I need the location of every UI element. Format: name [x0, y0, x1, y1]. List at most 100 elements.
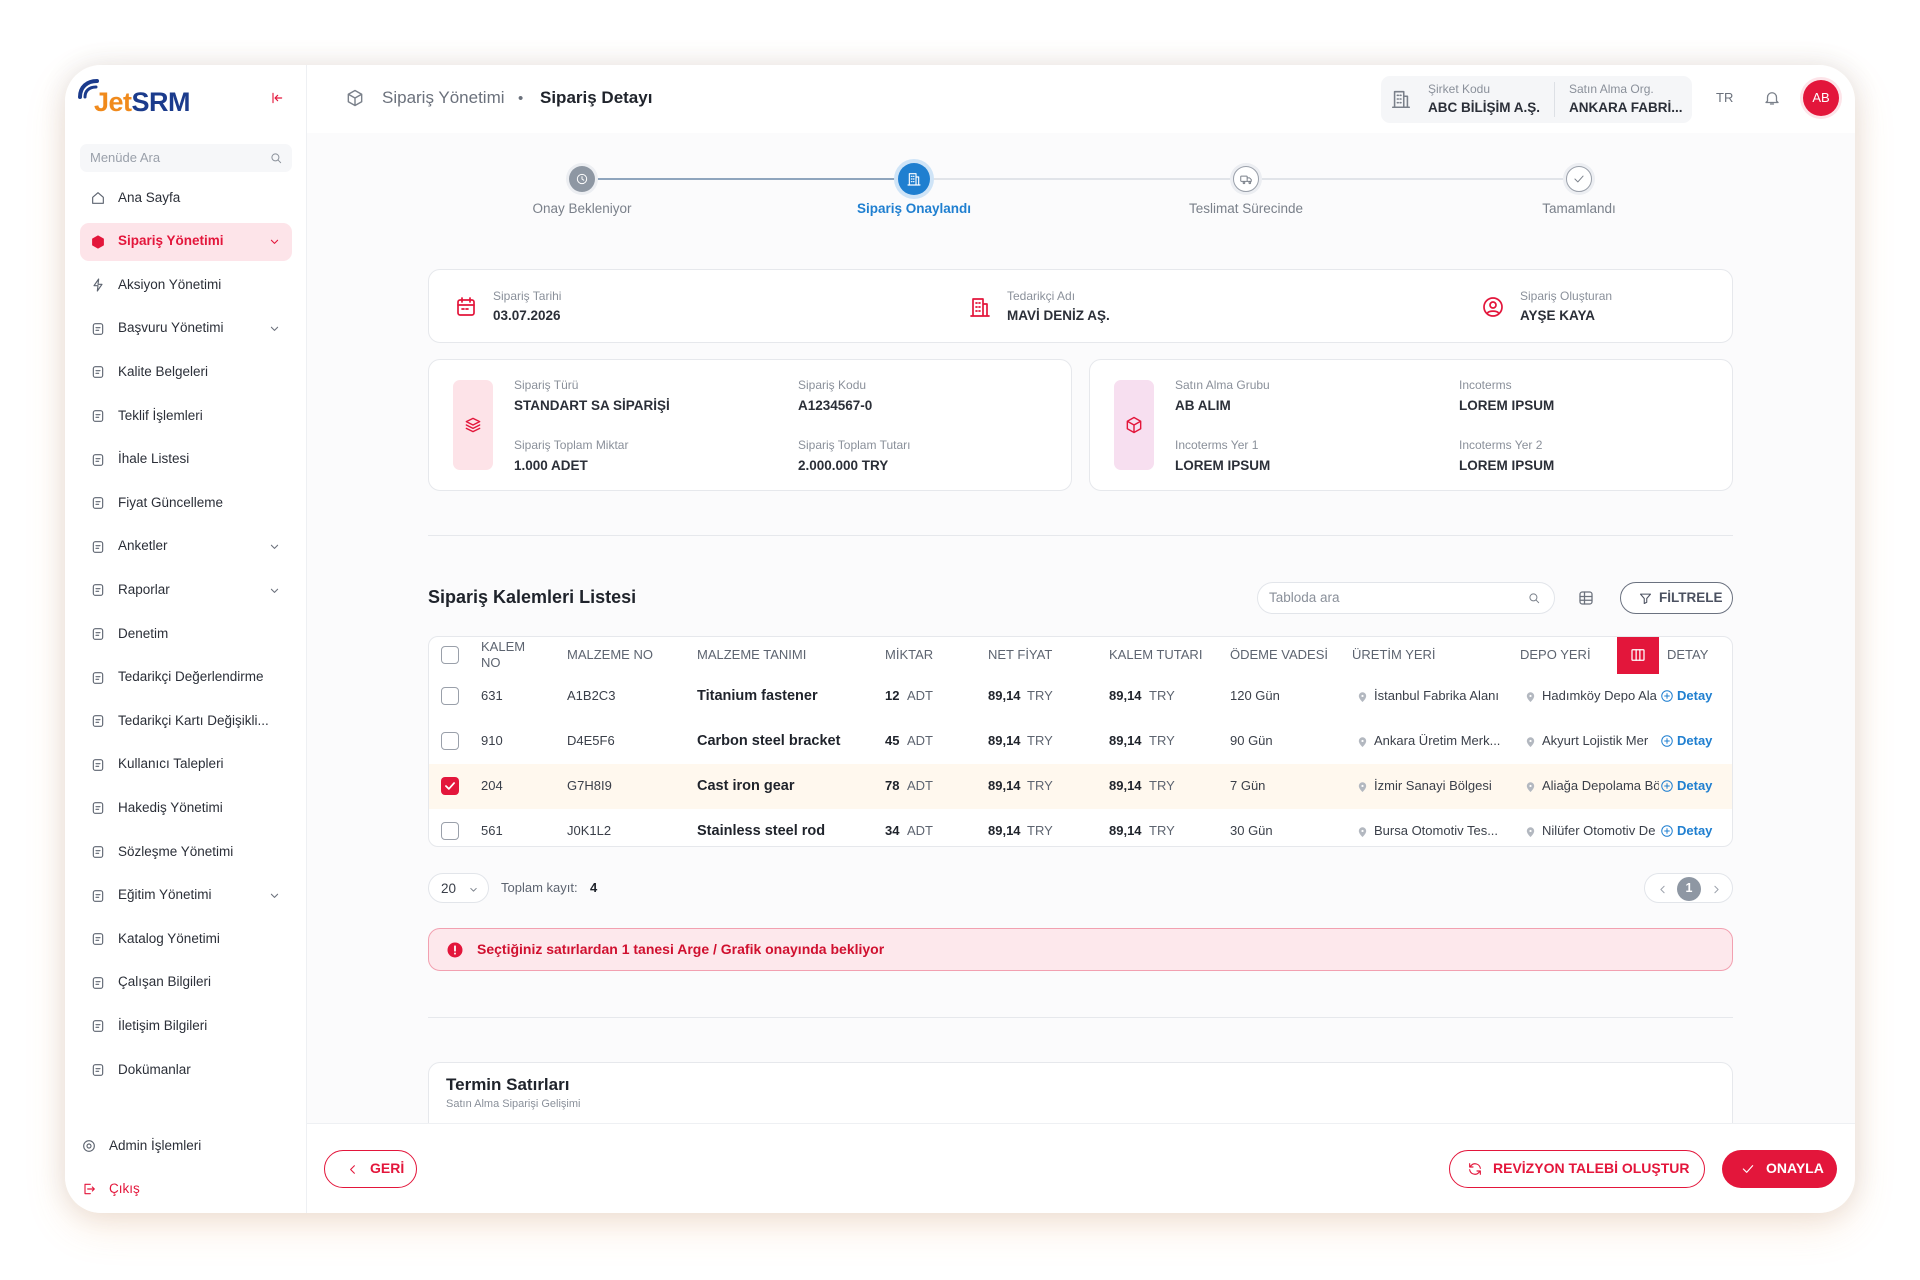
detail-icon — [1126, 416, 1142, 434]
location-pin — [1526, 691, 1534, 702]
detail-link[interactable]: Detay — [1677, 687, 1713, 703]
icon-shape — [92, 366, 104, 379]
location-pin — [1526, 781, 1534, 792]
icon-shape — [95, 1068, 101, 1072]
menu-item[interactable]: İhale Listesi — [80, 441, 292, 479]
breadcrumb-item[interactable]: Sipariş Yönetimi — [382, 88, 505, 108]
sidebar-footer-item[interactable]: Çıkış — [73, 1170, 293, 1208]
collapse-icon — [272, 92, 283, 104]
menu-item[interactable]: Raporlar — [80, 571, 292, 609]
detail-link[interactable]: Detay — [1677, 732, 1713, 748]
breadcrumb-current: Sipariş Detayı — [540, 88, 653, 108]
menu-item[interactable]: Anketler — [80, 528, 292, 566]
menu-label: Sipariş Yönetimi — [118, 233, 224, 249]
menu-item[interactable]: Sipariş Yönetimi — [80, 222, 292, 261]
sidebar: JetSRM Menüde Ara Ana Sayfa Sipariş Yönetim… — [65, 65, 307, 1213]
menu-item[interactable]: Eğitim Yönetimi — [80, 877, 292, 915]
icon-shape — [93, 278, 103, 292]
back-button[interactable]: GERİ — [324, 1150, 417, 1188]
icon-shape — [1661, 690, 1673, 702]
row-checkbox[interactable] — [441, 777, 459, 795]
icon-shape — [95, 414, 101, 418]
menu-item[interactable]: Tedarikçi Değerlendirme — [80, 659, 292, 697]
icon-shape — [270, 588, 278, 593]
detail-value: LOREM IPSUM — [1459, 457, 1555, 473]
menu-item[interactable]: Tedarikçi Kartı Değişikli... — [80, 702, 292, 740]
row-checkbox[interactable] — [441, 646, 459, 664]
row-checkbox[interactable] — [441, 687, 459, 705]
menu-item[interactable]: Kalite Belgeleri — [80, 353, 292, 391]
menu-label: Denetim — [118, 625, 169, 641]
icon-shape — [1742, 1165, 1754, 1173]
step-icon — [907, 173, 921, 186]
cell: Ankara Üretim Merk... — [1374, 732, 1501, 748]
cell: 89,14 — [988, 822, 1021, 838]
menu-item[interactable]: Başvuru Yönetimi — [80, 310, 292, 348]
filter-button[interactable]: FİLTRELE — [1620, 582, 1733, 614]
icon-shape — [1664, 738, 1670, 744]
footer-label: Admin İşlemleri — [109, 1137, 202, 1153]
icon-shape — [1661, 825, 1673, 837]
approve-button[interactable]: ONAYLA — [1722, 1150, 1837, 1188]
menu-label: Fiyat Güncelleme — [118, 494, 224, 510]
menu-label: Ana Sayfa — [118, 189, 181, 205]
icon-shape — [970, 298, 990, 317]
menu-item[interactable]: Çalışan Bilgileri — [80, 964, 292, 1002]
menu-item[interactable]: Teklif İşlemleri — [80, 397, 292, 435]
table-search[interactable]: Tabloda ara — [1257, 582, 1555, 614]
cell: Aliağa Depolama Bö — [1542, 777, 1659, 793]
menu-search[interactable]: Menüde Ara — [80, 144, 292, 172]
icon-shape — [1664, 828, 1670, 834]
icon-shape — [907, 173, 921, 186]
detail-label: Satın Alma Grubu — [1175, 377, 1270, 392]
cell: Carbon steel bracket — [697, 732, 841, 749]
menu-item[interactable]: Kullanıcı Talepleri — [80, 746, 292, 784]
menu-item[interactable]: Katalog Yönetimi — [80, 920, 292, 958]
column-settings-icon — [1631, 649, 1645, 661]
row-checkbox[interactable] — [441, 732, 459, 750]
location-pin — [1358, 736, 1366, 747]
menu-item[interactable]: Ana Sayfa — [80, 179, 292, 217]
menu-item[interactable]: Denetim — [80, 615, 292, 653]
icon-shape — [1664, 693, 1670, 699]
items-table: KALEM NO MALZEME NO MALZEME TANIMI MİKTAR NE… — [428, 636, 1733, 847]
company-box[interactable]: Şirket Kodu ABC BİLİŞİM A.Ş. Satın Alma Or… — [1381, 76, 1692, 123]
summary-label: Sipariş Tarihi — [493, 288, 562, 303]
cell: 12 — [885, 687, 900, 703]
cell: 89,14 — [1109, 777, 1142, 793]
menu-item[interactable]: Sözleşme Yönetimi — [80, 833, 292, 871]
icon-shape — [92, 410, 104, 422]
detail-link[interactable]: Detay — [1677, 822, 1713, 838]
cell: TRY — [1027, 777, 1053, 793]
menu-icon — [92, 1064, 104, 1076]
revision-button[interactable]: REVİZYON TALEBİ OLUŞTUR — [1449, 1150, 1705, 1188]
icon-shape — [347, 89, 363, 107]
icon-shape — [1765, 92, 1779, 105]
icon-shape — [270, 893, 278, 898]
menu-item[interactable]: Hakediş Yönetimi — [80, 789, 292, 827]
avatar[interactable]: AB — [1803, 80, 1839, 116]
column-settings[interactable] — [1617, 637, 1659, 674]
menu-item[interactable]: Aksiyon Yönetimi — [80, 266, 292, 304]
cell: Titanium fastener — [697, 687, 818, 704]
sidebar-footer-item[interactable]: Admin İşlemleri — [73, 1127, 293, 1165]
language-switch[interactable]: TR — [1716, 89, 1734, 105]
column-header: MALZEME NO — [567, 646, 653, 662]
detail-value: AB ALIM — [1175, 397, 1231, 413]
row-checkbox[interactable] — [441, 822, 459, 840]
page-size-select[interactable]: 20 — [428, 873, 489, 903]
menu-item[interactable]: Fiyat Güncelleme — [80, 484, 292, 522]
icon-shape — [92, 322, 104, 335]
menu-item[interactable]: Dokümanlar — [80, 1051, 292, 1089]
cell: TRY — [1027, 687, 1053, 703]
menu-icon — [92, 671, 104, 684]
menu-item[interactable]: İletişim Bilgileri — [80, 1007, 292, 1045]
icon-shape — [95, 632, 101, 636]
step-label: Teslimat Sürecinde — [1188, 200, 1304, 216]
column-header: KALEM NO — [481, 639, 526, 670]
collapse-button[interactable] — [265, 86, 289, 110]
excel-button[interactable] — [1572, 584, 1600, 612]
pager-current[interactable]: 1 — [1677, 877, 1701, 901]
detail-link[interactable]: Detay — [1677, 777, 1713, 793]
total-label: Toplam kayıt: — [501, 879, 578, 895]
